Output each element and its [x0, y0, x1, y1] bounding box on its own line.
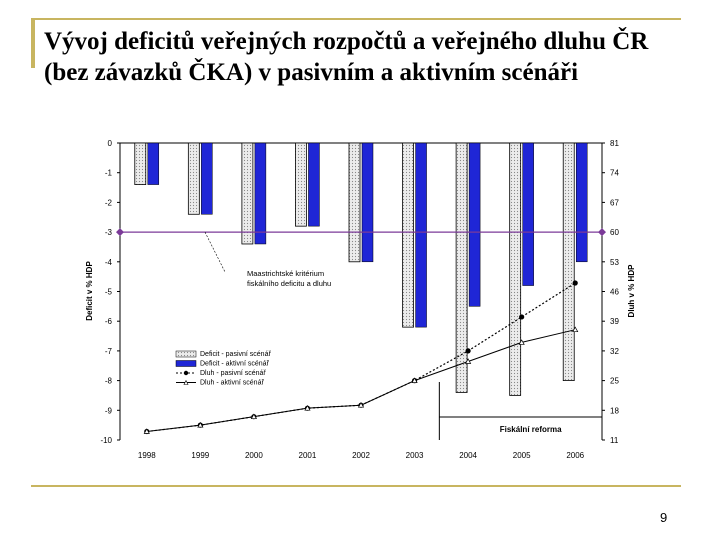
bar-deficit-passive-1999 [187, 142, 200, 215]
legend-label: Dluh - aktivní scénář [200, 380, 264, 387]
right-tick-label: 25 [610, 377, 619, 386]
x-tick-label: 2002 [352, 451, 370, 460]
bar-deficit-passive-2003 [402, 142, 414, 328]
reform-label: Fiskální reforma [500, 425, 562, 434]
bar-deficit-active-1998 [147, 142, 160, 185]
left-tick-label: -7 [105, 347, 113, 356]
page-number: 9 [660, 510, 668, 525]
footer-rule [31, 485, 681, 487]
criterion-label-line1: Maastrichtské kritérium [247, 269, 324, 278]
bar-deficit-passive-2006 [562, 142, 575, 382]
bar-deficit-passive-2002 [348, 142, 361, 263]
x-tick-label: 2003 [406, 451, 424, 460]
bar-deficit-passive-1998 [134, 142, 147, 185]
legend-marker-debt-active [183, 379, 189, 385]
x-tick-label: 2004 [459, 451, 477, 460]
bar-deficit-active-2001 [308, 142, 320, 227]
y-axis-left-label: Deficit v % HDP [85, 261, 94, 321]
legend-swatch-deficit-active [175, 360, 197, 367]
point-debt-active-2005 [518, 339, 525, 345]
point-debt-active-2001 [304, 404, 311, 411]
bar-deficit-active-1999 [201, 142, 213, 215]
right-tick-label: 46 [610, 288, 619, 297]
x-tick-label: 2005 [513, 451, 531, 460]
bar-deficit-active-2000 [254, 142, 267, 245]
left-tick-label: -8 [105, 377, 113, 386]
point-debt-active-1999 [197, 421, 204, 428]
point-debt-active-2006 [572, 326, 579, 333]
right-tick-label: 39 [610, 317, 619, 326]
left-tick-label: -10 [100, 436, 112, 445]
criterion-label-line2: fiskálního deficitu a dluhu [247, 279, 331, 288]
legend-marker-debt-passive [183, 370, 189, 376]
point-debt-active-2003 [411, 377, 418, 383]
legend-swatch-deficit-passive [175, 350, 197, 358]
legend-label: Dluh - pasivní scénář [200, 370, 266, 377]
bar-deficit-active-2006 [575, 142, 588, 263]
right-tick-label: 67 [610, 198, 619, 207]
criterion-marker-right [598, 228, 606, 237]
right-tick-label: 32 [610, 347, 619, 356]
accent-bar [31, 18, 35, 68]
point-debt-active-2000 [250, 413, 257, 420]
right-tick-label: 81 [610, 139, 619, 148]
bar-deficit-passive-2001 [295, 142, 307, 227]
left-tick-label: -4 [105, 258, 113, 267]
left-tick-label: -3 [105, 228, 113, 237]
right-tick-label: 74 [610, 169, 619, 178]
x-tick-label: 1999 [191, 451, 209, 460]
slide-title: Vývoj deficitů veřejných rozpočtů a veře… [44, 28, 649, 86]
x-tick-label: 2000 [245, 451, 263, 460]
legend-label: Deficit - aktivní scénář [200, 361, 270, 368]
bar-deficit-active-2005 [522, 142, 534, 286]
left-tick-label: -5 [105, 288, 113, 297]
right-tick-label: 60 [610, 228, 619, 237]
bar-deficit-passive-2004 [455, 142, 468, 393]
point-debt-passive-2005 [519, 314, 525, 320]
left-tick-label: -9 [105, 406, 113, 415]
x-tick-label: 2006 [566, 451, 584, 460]
criterion-marker-left [116, 228, 124, 237]
point-debt-active-1998 [143, 428, 150, 434]
left-tick-label: -6 [105, 317, 113, 326]
header-rule [31, 18, 681, 20]
point-debt-passive-2004 [465, 348, 471, 354]
criterion-callout-line [204, 231, 226, 273]
left-tick-label: -1 [105, 169, 113, 178]
legend-label: Deficit - pasivní scénář [200, 351, 271, 358]
left-tick-label: -2 [105, 198, 113, 207]
bar-deficit-active-2003 [415, 142, 427, 328]
right-tick-label: 11 [610, 436, 619, 445]
x-tick-label: 1998 [138, 451, 156, 460]
bar-deficit-active-2004 [468, 142, 481, 307]
bar-deficit-passive-2005 [509, 142, 522, 396]
right-tick-label: 18 [610, 406, 619, 415]
y-axis-right-label: Dluh v % HDP [627, 264, 636, 318]
right-tick-label: 53 [610, 258, 619, 267]
point-debt-passive-2006 [572, 280, 578, 286]
point-debt-active-2002 [357, 401, 365, 408]
left-tick-label: 0 [108, 139, 113, 148]
point-debt-active-2004 [465, 358, 472, 364]
bar-deficit-passive-2000 [241, 142, 254, 245]
bar-deficit-active-2002 [361, 142, 374, 263]
x-tick-label: 2001 [299, 451, 317, 460]
